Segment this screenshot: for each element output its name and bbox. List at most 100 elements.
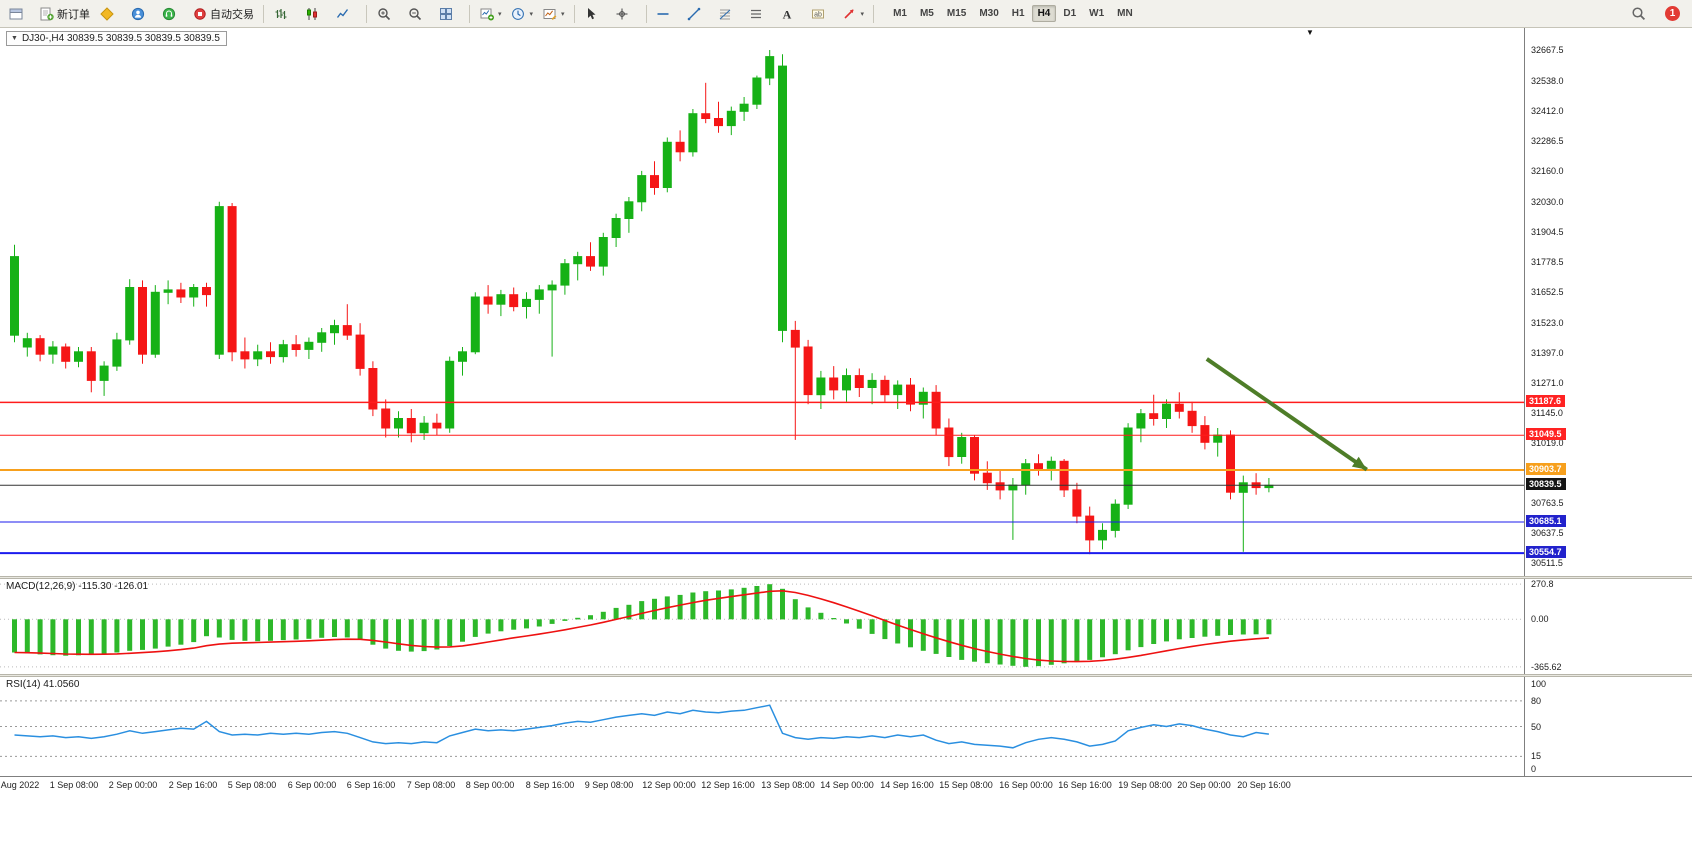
market-watch-button[interactable] xyxy=(95,2,125,26)
rsi-panel-separator[interactable] xyxy=(0,674,1692,677)
timeframe-h4[interactable]: H4 xyxy=(1031,5,1057,22)
autotrading-button-label: 自动交易 xyxy=(210,8,254,21)
price-tick-label: 30637.5 xyxy=(1531,528,1564,538)
price-tick-label: 31523.0 xyxy=(1531,318,1564,328)
rsi-panel-canvas[interactable] xyxy=(0,677,1524,776)
horizontal-line-button[interactable] xyxy=(652,2,682,26)
price-tick-label: 32286.5 xyxy=(1531,136,1564,146)
chevron-down-icon: ▾ xyxy=(529,10,534,18)
time-axis-label: 8 Sep 00:00 xyxy=(465,780,515,790)
time-axis-label: 7 Sep 08:00 xyxy=(406,780,456,790)
time-axis-label: 2 Sep 00:00 xyxy=(108,780,158,790)
timeframe-w1[interactable]: W1 xyxy=(1089,8,1105,19)
shapes-button[interactable]: ▾ xyxy=(838,2,869,26)
rsi-label: RSI(14) 41.0560 xyxy=(6,679,80,690)
price-tick-label: 31271.0 xyxy=(1531,378,1564,388)
symbol-ohlc-text: DJ30-,H4 30839.5 30839.5 30839.5 30839.5 xyxy=(21,33,220,44)
notification-badge[interactable]: 1 xyxy=(1665,6,1680,21)
main-chart-canvas[interactable] xyxy=(0,28,1524,576)
candles-layer[interactable] xyxy=(10,50,1274,555)
price-tick-label: 31652.5 xyxy=(1531,287,1564,297)
chevron-down-icon: ▾ xyxy=(860,10,865,18)
zoom-in-button[interactable] xyxy=(372,2,402,26)
time-axis-label: 16 Sep 00:00 xyxy=(999,780,1053,790)
macd-level-label: 270.8 xyxy=(1531,579,1554,589)
time-axis[interactable]: 31 Aug 2022 1 Sep 08:00 2 Sep 00:00 2 Sep 1… xyxy=(0,776,1692,797)
time-axis-label: 14 Sep 00:00 xyxy=(820,780,874,790)
chevron-down-icon: ▾ xyxy=(498,10,502,18)
fibonacci-button[interactable] xyxy=(714,2,744,26)
price-tag: 30839.5 xyxy=(1526,478,1566,490)
new-window-button[interactable] xyxy=(4,2,34,26)
line-chart-button[interactable] xyxy=(331,2,361,26)
tile-windows-icon xyxy=(438,6,453,21)
timeframe-m15[interactable]: M15 xyxy=(946,8,967,19)
search-button[interactable] xyxy=(1627,2,1657,26)
toolbar-right: 1 xyxy=(1627,2,1688,26)
rsi-level-label: 50 xyxy=(1531,722,1542,732)
zoom-out-button[interactable] xyxy=(403,2,433,26)
bar-chart-button[interactable] xyxy=(269,2,299,26)
support-button[interactable] xyxy=(157,2,187,26)
periods-button[interactable]: ▾ xyxy=(507,2,538,26)
timeframe-mn[interactable]: MN xyxy=(1117,8,1133,19)
shapes-icon xyxy=(842,6,857,21)
timeframe-m1[interactable]: M1 xyxy=(893,8,907,19)
trend-arrow-object[interactable] xyxy=(1205,357,1368,472)
crosshair-icon xyxy=(615,6,630,21)
time-axis-label: 6 Sep 00:00 xyxy=(287,780,337,790)
price-tick-label: 31904.5 xyxy=(1531,227,1564,237)
time-axis-label: 1 Sep 08:00 xyxy=(49,780,99,790)
zoom-in-icon xyxy=(376,6,391,21)
macd-label: MACD(12,26,9) -115.30 -126.01 xyxy=(6,581,149,592)
price-tick-label: 31397.0 xyxy=(1531,348,1564,358)
price-tag: 30554.7 xyxy=(1526,546,1566,558)
timeframe-m5[interactable]: M5 xyxy=(919,8,934,19)
price-axis[interactable]: 32667.5 32538.0 32412.0 32286.5 32160.0 32030… xyxy=(1524,28,1692,776)
rsi-levels-layer xyxy=(0,700,1524,757)
macd-signal-line xyxy=(14,589,1269,663)
timeframe-d1[interactable]: D1 xyxy=(1063,8,1077,19)
community-button[interactable] xyxy=(126,2,156,26)
autotrading-button[interactable]: 自动交易 xyxy=(188,2,258,26)
candlestick-button[interactable] xyxy=(300,2,330,26)
crosshair-button[interactable] xyxy=(611,2,641,26)
rsi-level-label: 0 xyxy=(1531,764,1537,774)
hline-icon xyxy=(656,6,671,21)
levels-icon xyxy=(749,6,764,21)
time-axis-label: 9 Sep 08:00 xyxy=(584,780,634,790)
toolbar-separator xyxy=(873,4,875,23)
cursor-button[interactable] xyxy=(580,2,610,26)
chart-area[interactable]: ▼ DJ30-,H4 30839.5 30839.5 30839.5 30839… xyxy=(0,28,1692,855)
new-order-button[interactable]: 新订单 xyxy=(35,2,94,26)
time-axis-label: 14 Sep 16:00 xyxy=(880,780,934,790)
time-axis-label: 15 Sep 08:00 xyxy=(939,780,993,790)
toolbar-separator xyxy=(469,4,470,23)
bar-chart-icon xyxy=(273,6,288,21)
text-label-button[interactable]: ab xyxy=(807,2,837,26)
support-icon xyxy=(161,6,176,21)
timeframe-m30[interactable]: M30 xyxy=(979,8,999,19)
price-tick-label: 31778.5 xyxy=(1531,257,1564,267)
levels-button[interactable] xyxy=(745,2,775,26)
time-axis-label: 8 Sep 16:00 xyxy=(525,780,575,790)
price-tick-label: 32667.5 xyxy=(1531,45,1564,55)
time-axis-label: 12 Sep 16:00 xyxy=(701,780,755,790)
symbol-ohlc-tab[interactable]: ▼ DJ30-,H4 30839.5 30839.5 30839.5 30839… xyxy=(6,31,227,46)
toolbar-separator xyxy=(573,4,575,23)
fibonacci-icon xyxy=(718,6,733,21)
new-chart-button[interactable]: ▾ xyxy=(475,2,506,26)
chart-shift-marker[interactable]: ▼ xyxy=(1306,28,1314,37)
timeframe-h1[interactable]: H1 xyxy=(1011,8,1025,19)
hline-objects-layer[interactable] xyxy=(0,401,1524,555)
macd-panel-canvas[interactable] xyxy=(0,579,1524,674)
price-tick-label: 31145.0 xyxy=(1531,408,1563,418)
text-button[interactable]: A xyxy=(776,2,806,26)
new-order-button-label: 新订单 xyxy=(57,8,90,21)
templates-button[interactable]: ▾ xyxy=(538,2,569,26)
macd-panel-separator[interactable] xyxy=(0,576,1692,579)
trendline-button[interactable] xyxy=(683,2,713,26)
rsi-level-label: 100 xyxy=(1531,679,1547,689)
tile-windows-button[interactable] xyxy=(434,2,464,26)
